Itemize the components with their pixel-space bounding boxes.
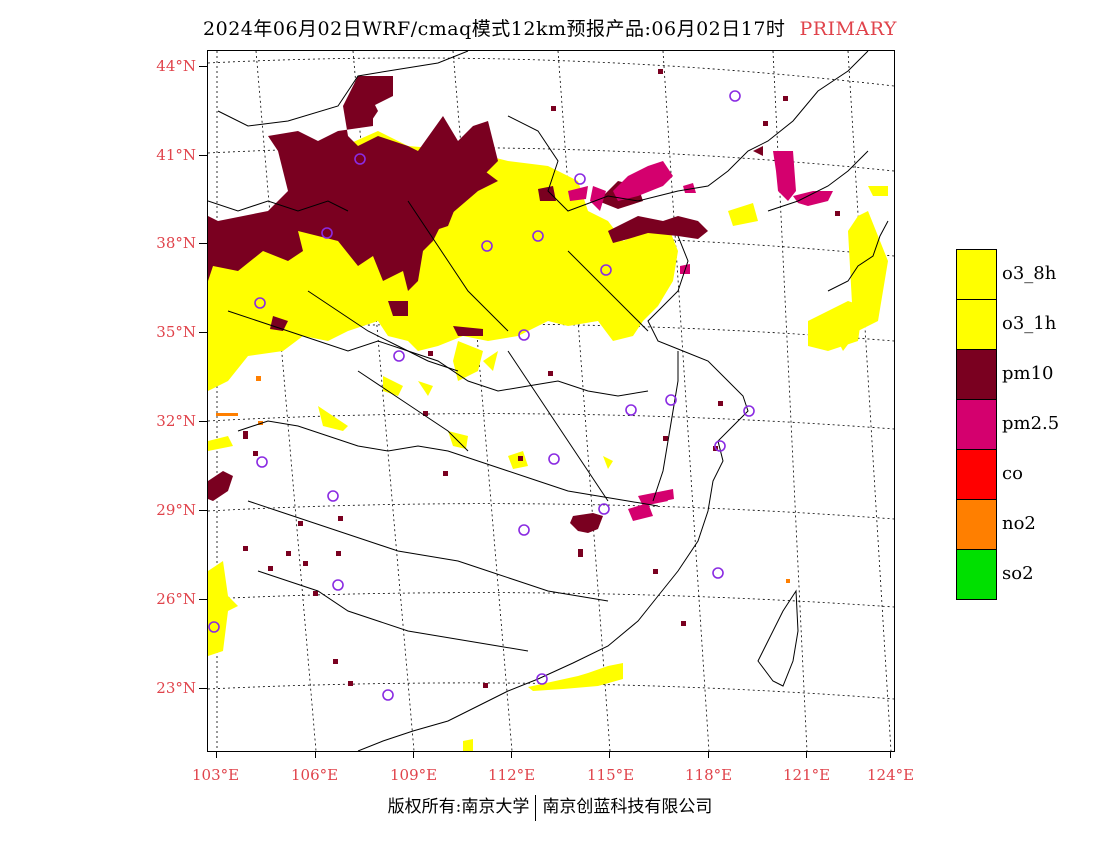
credit-separator xyxy=(535,794,537,821)
lat-label-29: 29°N xyxy=(156,501,196,519)
lon-tick xyxy=(315,750,316,758)
lat-tick xyxy=(199,510,207,511)
pm25-regions xyxy=(568,151,833,521)
lat-tick xyxy=(199,243,207,244)
lon-label-121: 121°E xyxy=(783,766,831,784)
legend-label: pm10 xyxy=(1002,363,1054,384)
legend-swatch xyxy=(956,549,997,600)
lat-label-35: 35°N xyxy=(156,323,196,341)
lon-label-124: 124°E xyxy=(867,766,915,784)
lon-tick xyxy=(413,750,414,758)
legend-swatch xyxy=(956,349,997,400)
lon-label-106: 106°E xyxy=(291,766,339,784)
legend-swatch xyxy=(956,499,997,550)
lon-label-112: 112°E xyxy=(488,766,536,784)
lon-tick xyxy=(511,750,512,758)
legend-swatch xyxy=(956,299,997,350)
lat-tick xyxy=(199,66,207,67)
legend-label: no2 xyxy=(1002,513,1036,534)
lat-tick xyxy=(199,599,207,600)
lat-tick xyxy=(199,332,207,333)
lon-tick xyxy=(609,750,610,758)
legend-swatch xyxy=(956,449,997,500)
credit-right: 南京创蓝科技有限公司 xyxy=(542,797,713,817)
legend-label: o3_8h xyxy=(1002,263,1057,284)
title-primary-tag: PRIMARY xyxy=(799,18,897,40)
lon-tick xyxy=(806,750,807,758)
lat-label-38: 38°N xyxy=(156,234,196,252)
lon-label-115: 115°E xyxy=(587,766,635,784)
lon-label-109: 109°E xyxy=(390,766,438,784)
legend-label: o3_1h xyxy=(1002,313,1057,334)
legend-swatch xyxy=(956,249,997,300)
lat-label-23: 23°N xyxy=(156,679,196,697)
lat-label-41: 41°N xyxy=(156,146,196,164)
lon-tick xyxy=(708,750,709,758)
lon-label-103: 103°E xyxy=(192,766,240,784)
legend-swatch xyxy=(956,399,997,450)
lat-label-44: 44°N xyxy=(156,57,196,75)
lon-tick xyxy=(216,750,217,758)
legend-label: so2 xyxy=(1002,563,1034,584)
map-title: 2024年06月02日WRF/cmaq模式12km预报产品:06月02日17时 P… xyxy=(0,14,1100,41)
monitoring-stations xyxy=(208,90,755,701)
lat-tick xyxy=(199,421,207,422)
lat-tick xyxy=(199,155,207,156)
lon-tick xyxy=(890,750,891,758)
copyright-footer: 版权所有:南京大学 南京创蓝科技有限公司 xyxy=(0,792,1100,821)
lon-label-118: 118°E xyxy=(685,766,733,784)
legend-label: pm2.5 xyxy=(1002,413,1060,434)
title-main: 2024年06月02日WRF/cmaq模式12km预报产品:06月02日17时 xyxy=(203,18,786,40)
boundaries xyxy=(208,51,889,751)
lat-label-32: 32°N xyxy=(156,412,196,430)
legend-label: co xyxy=(1002,463,1023,484)
credit-left: 版权所有:南京大学 xyxy=(387,797,530,817)
map-canvas xyxy=(208,51,894,751)
pm10-regions xyxy=(208,76,763,533)
pollutant-map[interactable] xyxy=(207,50,895,752)
lat-tick xyxy=(199,688,207,689)
lat-label-26: 26°N xyxy=(156,590,196,608)
no2-regions xyxy=(216,376,790,583)
